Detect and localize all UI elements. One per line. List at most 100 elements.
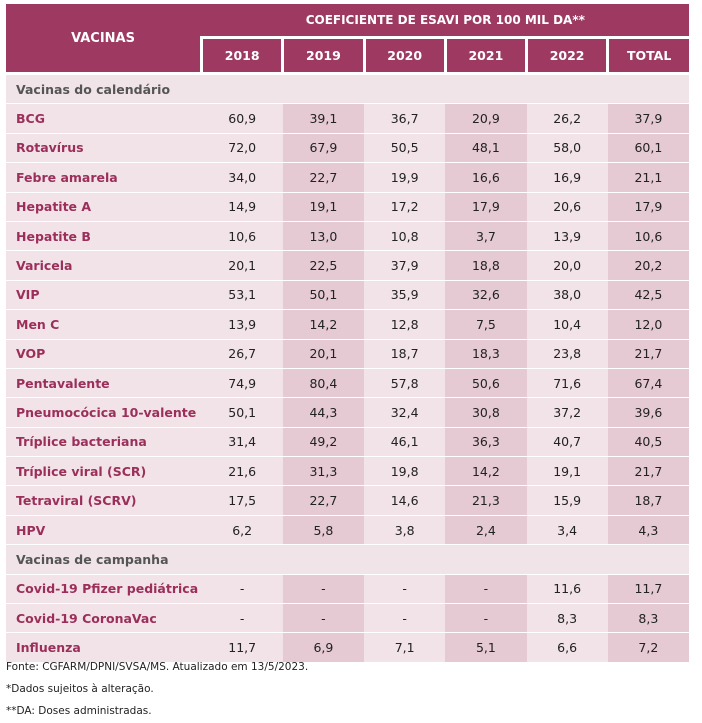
table-header: VACINAS COEFICIENTE DE ESAVI POR 100 MIL… <box>6 4 689 75</box>
vaccine-name: Covid-19 Pfizer pediátrica <box>6 574 202 605</box>
year-value-cell: 18,3 <box>445 339 527 369</box>
table-row: VIP 53,1 50,1 35,9 32,6 38,0 42,5 <box>6 280 689 311</box>
total-cell: 20,2 <box>607 250 689 281</box>
year-header-2019: 2019 <box>281 36 365 75</box>
year-value-cell: 10,4 <box>526 309 608 340</box>
table-row: Tetraviral (SCRV) 17,5 22,7 14,6 21,3 15,9 18,… <box>6 485 689 516</box>
year-value-cell: 20,1 <box>282 339 365 369</box>
year-value-cell: 16,6 <box>445 162 527 193</box>
coefficient-group-header: COEFICIENTE DE ESAVI POR 100 MIL DA** <box>201 4 689 38</box>
vaccine-name: Tríplice viral (SCR) <box>6 456 202 487</box>
year-value-cell: - <box>445 603 527 634</box>
table-row: Rotavírus 72,0 67,9 50,5 48,1 58,0 60,1 <box>6 133 689 164</box>
vaccine-name: Rotavírus <box>6 133 202 164</box>
year-value-cell: 14,6 <box>364 485 446 516</box>
vaccine-name: Varicela <box>6 250 202 281</box>
year-value-cell: 6,9 <box>282 632 365 663</box>
total-cell: 39,6 <box>607 397 689 428</box>
year-value-cell: 19,1 <box>526 456 608 487</box>
year-value-cell: 32,4 <box>364 397 446 428</box>
vaccine-name: Covid-19 CoronaVac <box>6 603 202 634</box>
table-row: Influenza 11,7 6,9 7,1 5,1 6,6 7,2 <box>6 632 689 663</box>
table-row: Covid-19 CoronaVac - - - -8,3 8,3 <box>6 603 689 634</box>
table-row: BCG 60,9 39,1 36,7 20,9 26,2 37,9 <box>6 103 689 134</box>
table-row: Pentavalente 74,9 80,4 57,8 50,6 71,6 67,4 <box>6 368 689 399</box>
total-cell: 42,5 <box>607 280 689 311</box>
year-value-cell: 8,3 <box>526 603 608 634</box>
year-value-cell: 35,9 <box>364 280 446 311</box>
total-cell: 67,4 <box>607 368 689 399</box>
year-value-cell: 36,3 <box>445 427 527 458</box>
year-value-cell: 31,3 <box>282 456 365 487</box>
year-value-cell: 17,5 <box>201 485 283 516</box>
year-value-cell: 74,9 <box>201 368 283 399</box>
year-header-2020: 2020 <box>362 36 446 75</box>
vaccine-name: HPV <box>6 515 202 546</box>
year-value-cell: 10,8 <box>364 221 446 252</box>
year-value-cell: 13,0 <box>282 221 365 252</box>
year-value-cell: 14,2 <box>282 309 365 340</box>
vaccine-name: Influenza <box>6 632 202 663</box>
year-value-cell: - <box>201 574 283 605</box>
year-header-2021: 2021 <box>443 36 527 75</box>
year-value-cell: 32,6 <box>445 280 527 311</box>
year-value-cell: 18,7 <box>364 339 446 369</box>
total-cell: 12,0 <box>607 309 689 340</box>
vaccine-name: Tríplice bacteriana <box>6 427 202 458</box>
year-value-cell: 13,9 <box>526 221 608 252</box>
total-cell: 17,9 <box>607 192 689 222</box>
vaccine-name: Men C <box>6 309 202 340</box>
year-value-cell: 67,9 <box>282 133 365 164</box>
year-value-cell: 5,8 <box>282 515 365 546</box>
vaccine-name: VOP <box>6 339 202 369</box>
table-row: Febre amarela 34,0 22,7 19,9 16,6 16,9 21,1 <box>6 162 689 193</box>
year-value-cell: 20,6 <box>526 192 608 222</box>
vaccine-name: Hepatite A <box>6 192 202 222</box>
year-value-cell: 12,8 <box>364 309 446 340</box>
total-cell: 21,7 <box>607 456 689 487</box>
year-value-cell: 15,9 <box>526 485 608 516</box>
year-value-cell: 37,2 <box>526 397 608 428</box>
source-note: Fonte: CGFARM/DPNI/SVSA/MS. Atualizado e… <box>6 661 309 673</box>
year-value-cell: 38,0 <box>526 280 608 311</box>
year-value-cell: 50,1 <box>282 280 365 311</box>
year-value-cell: 23,8 <box>526 339 608 369</box>
total-header: TOTAL <box>606 36 689 75</box>
year-value-cell: 11,6 <box>526 574 608 605</box>
year-value-cell: 72,0 <box>201 133 283 164</box>
year-value-cell: 48,1 <box>445 133 527 164</box>
year-value-cell: 5,1 <box>445 632 527 663</box>
year-value-cell: - <box>364 574 446 605</box>
year-value-cell: 14,9 <box>201 192 283 222</box>
year-value-cell: 6,2 <box>201 515 283 546</box>
vaccine-name: Febre amarela <box>6 162 202 193</box>
year-value-cell: 30,8 <box>445 397 527 428</box>
year-value-cell: 11,7 <box>201 632 283 663</box>
year-value-cell: 40,7 <box>526 427 608 458</box>
table-row: Men C 13,9 14,2 12,8 7,5 10,4 12,0 <box>6 309 689 340</box>
year-value-cell: - <box>201 603 283 634</box>
vaccines-column-header: VACINAS <box>6 4 202 75</box>
section-header-row: Vacinas do calendário <box>6 73 689 105</box>
total-cell: 37,9 <box>607 103 689 134</box>
year-value-cell: 26,2 <box>526 103 608 134</box>
year-value-cell: 34,0 <box>201 162 283 193</box>
table-row: Varicela 20,1 22,5 37,9 18,8 20,0 20,2 <box>6 250 689 281</box>
year-value-cell: 50,6 <box>445 368 527 399</box>
year-value-cell: 36,7 <box>364 103 446 134</box>
doses-note: **DA: Doses administradas. <box>6 705 152 717</box>
total-cell: 7,2 <box>607 632 689 663</box>
year-value-cell: 16,9 <box>526 162 608 193</box>
year-value-cell: 26,7 <box>201 339 283 369</box>
total-cell: 40,5 <box>607 427 689 458</box>
year-value-cell: 21,3 <box>445 485 527 516</box>
year-value-cell: 22,7 <box>282 162 365 193</box>
year-value-cell: - <box>282 574 365 605</box>
data-subject-note: *Dados sujeitos à alteração. <box>6 683 154 695</box>
vaccine-name: VIP <box>6 280 202 311</box>
section-title: Vacinas do calendário <box>6 73 689 105</box>
year-value-cell: - <box>282 603 365 634</box>
year-value-cell: 22,7 <box>282 485 365 516</box>
year-value-cell: 80,4 <box>282 368 365 399</box>
